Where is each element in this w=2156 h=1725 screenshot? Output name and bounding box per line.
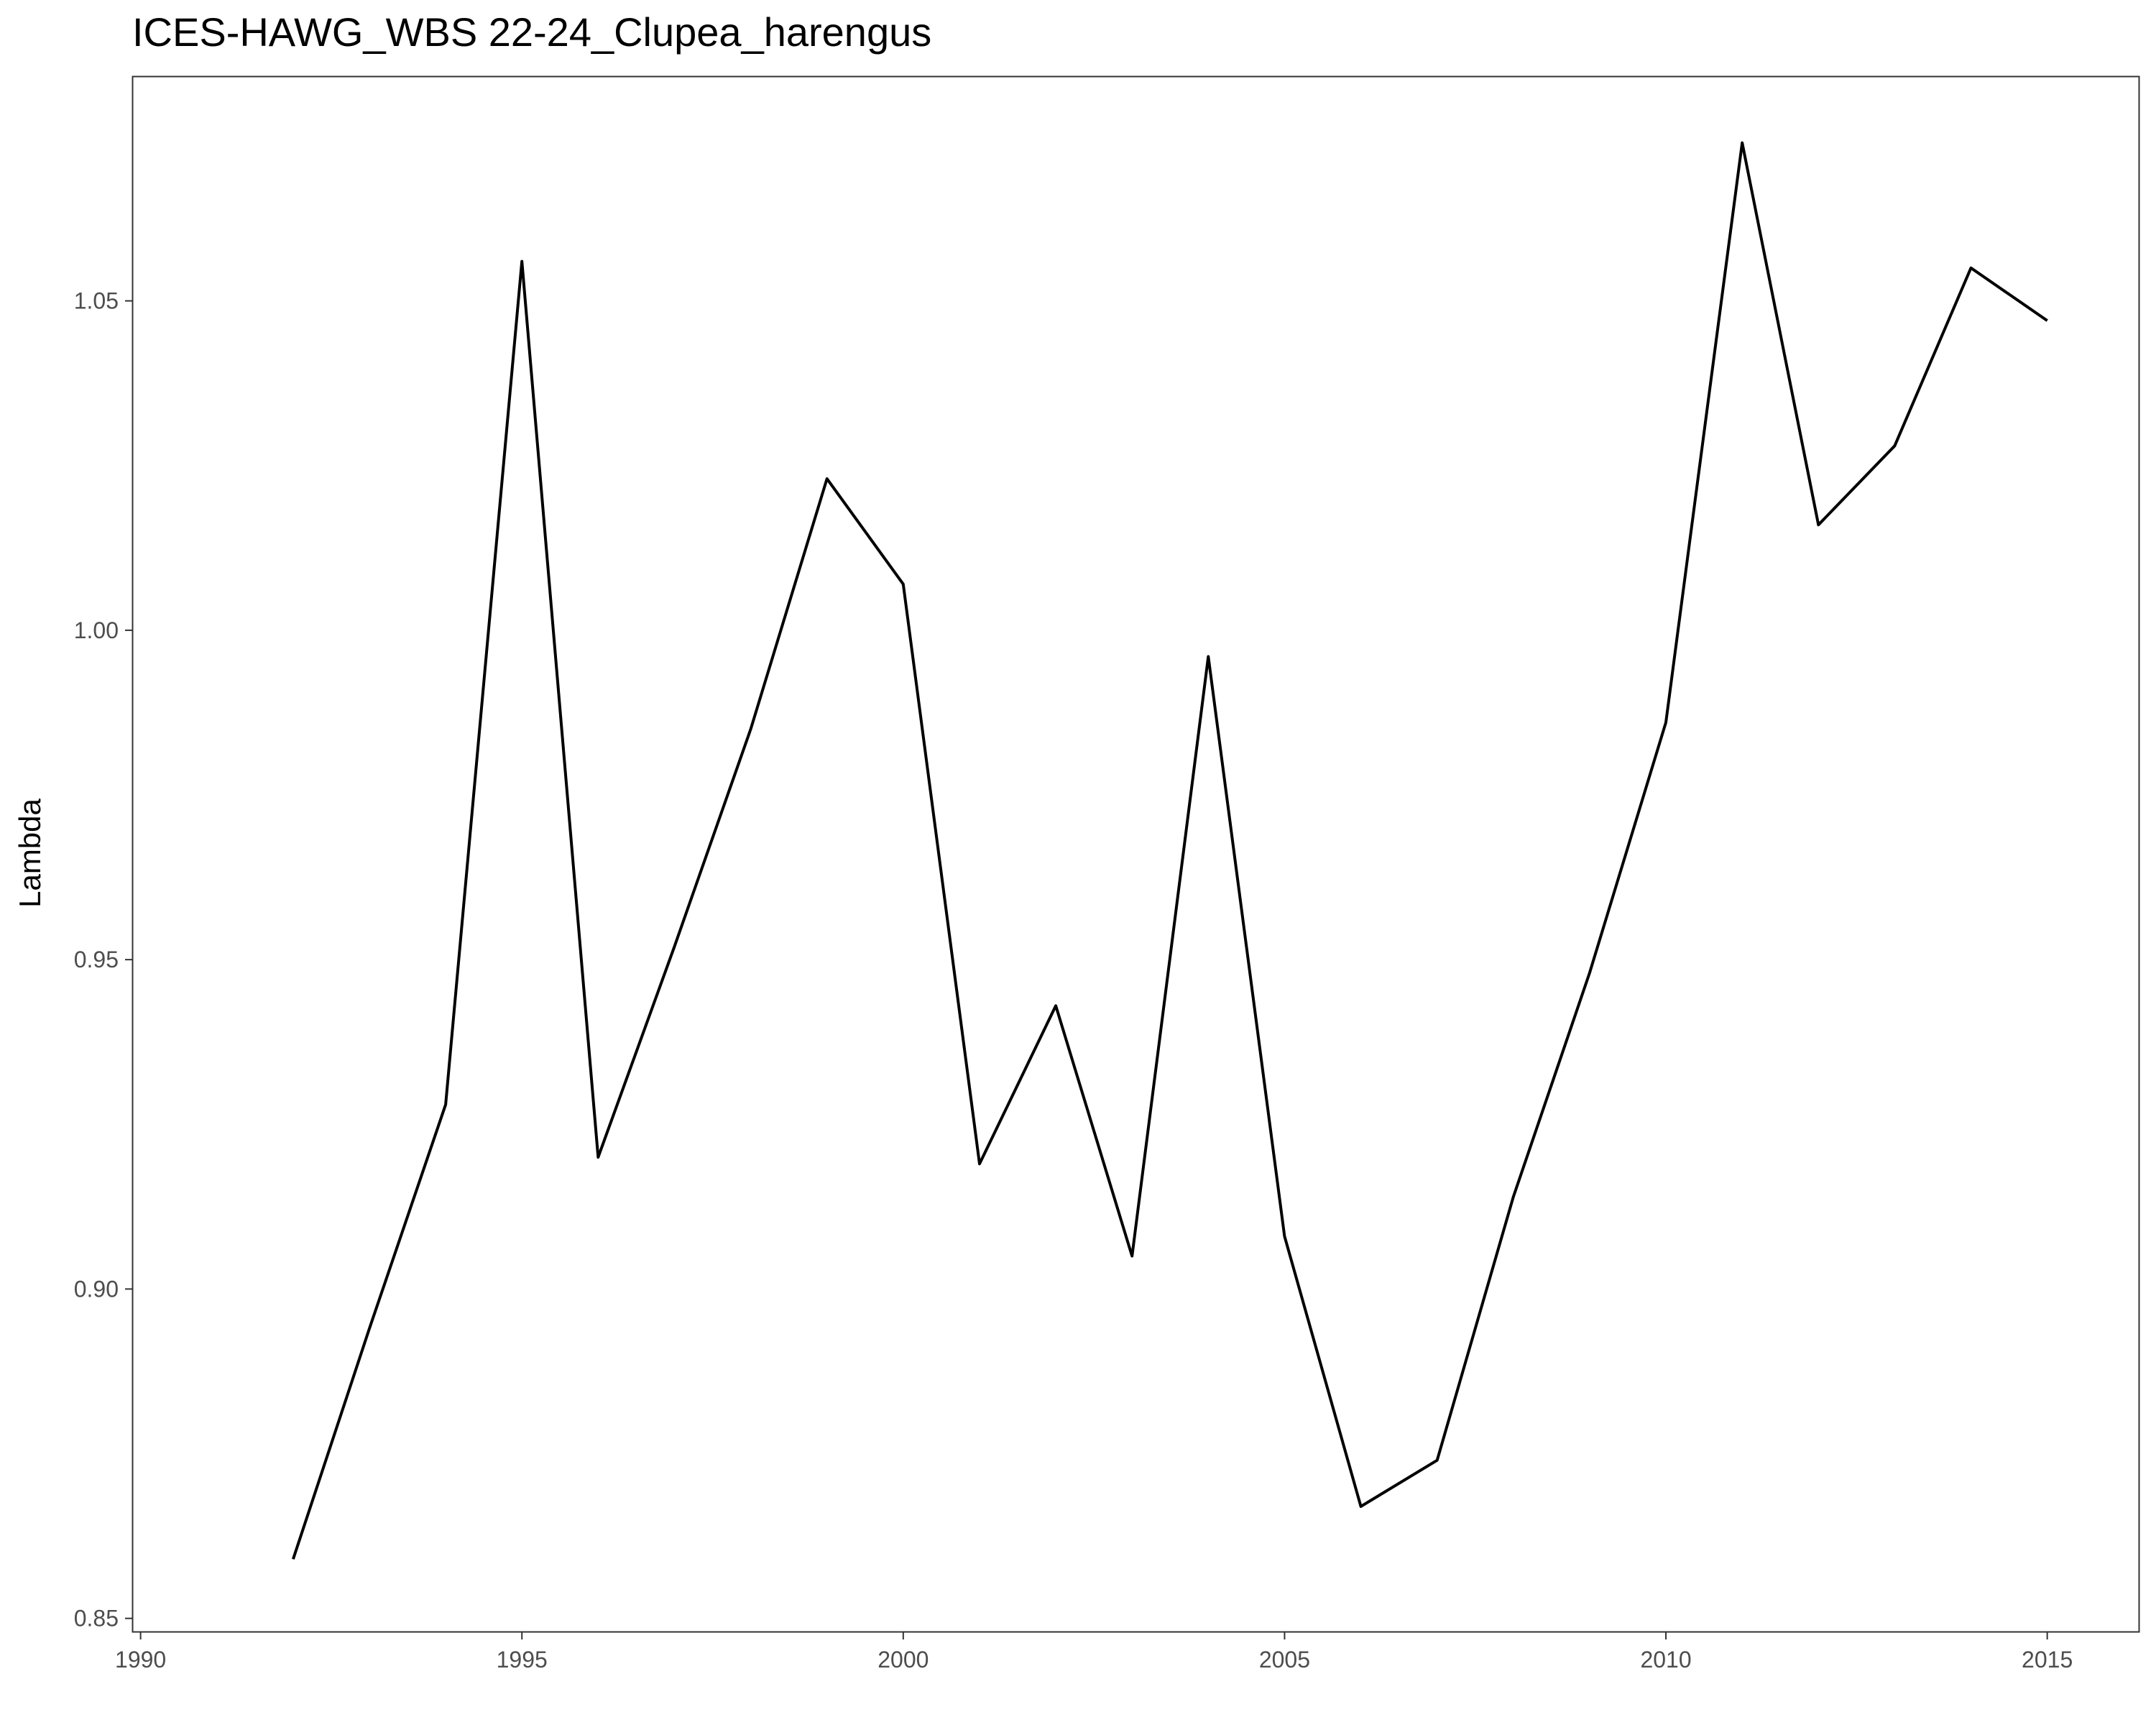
y-tick-label: 1.05 (74, 288, 119, 314)
chart-title: ICES-HAWG_WBS 22-24_Clupea_harengus (132, 9, 931, 55)
x-tick-label: 2010 (1640, 1647, 1691, 1673)
x-tick-label: 2005 (1259, 1647, 1310, 1673)
x-axis: 1990 1995 2000 2005 2010 2015 (115, 1632, 2073, 1673)
x-tick-label: 2000 (877, 1647, 929, 1673)
y-tick-label: 0.90 (74, 1276, 119, 1302)
y-tick-label: 0.95 (74, 947, 119, 972)
plot-panel (132, 75, 2140, 1633)
x-tick-label: 1990 (115, 1647, 166, 1673)
x-tick-label: 2015 (2022, 1647, 2073, 1673)
lambda-series-line (292, 141, 2048, 1560)
y-tick-label: 0.85 (74, 1606, 119, 1632)
y-tick-label: 1.00 (74, 617, 119, 643)
y-axis: 0.85 0.90 0.95 1.00 1.05 (74, 288, 133, 1632)
y-axis-title: Lambda (13, 798, 47, 907)
x-tick-label: 1995 (497, 1647, 548, 1673)
